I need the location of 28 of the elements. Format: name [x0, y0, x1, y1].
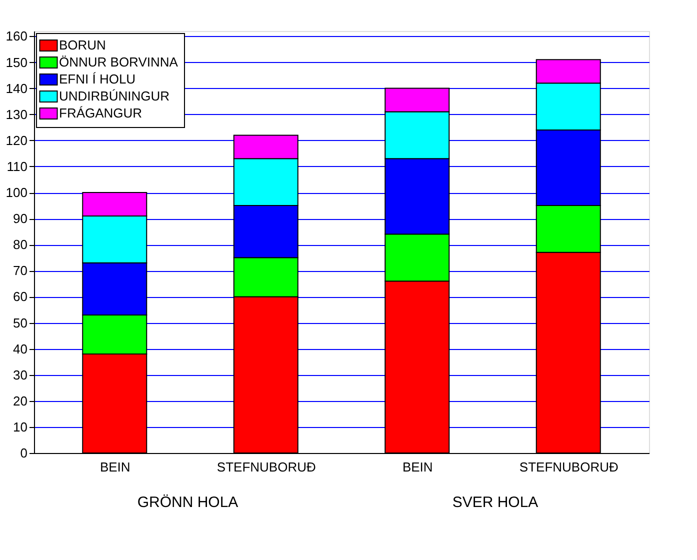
legend-label: FRÁGANGUR [59, 106, 142, 120]
legend-label: ÖNNUR BORVINNA [59, 54, 178, 70]
x-tick-label: STEFNUBORUÐ [519, 460, 618, 474]
y-tick-label: 30 [13, 367, 28, 382]
legend-label: EFNI Í HOLU [59, 72, 136, 86]
legend-label: BORUN [59, 38, 106, 52]
x-tick-label: STEFNUBORUÐ [216, 460, 316, 474]
y-tick-label: 110 [6, 158, 28, 174]
y-tick-label: 20 [13, 393, 28, 408]
y-tick-label: 60 [13, 289, 28, 304]
y-tick-label: 130 [6, 106, 28, 122]
y-tick-label: 120 [6, 132, 28, 148]
y-tick-label: 160 [6, 28, 28, 44]
y-tick-label: 0 [20, 446, 28, 460]
legend-label: UNDIRBÚNINGUR [59, 88, 170, 104]
y-tick-label: 150 [6, 54, 28, 70]
text: SVER HOLA [452, 494, 538, 511]
y-tick-label: 100 [6, 185, 28, 200]
y-tick-label: 50 [13, 315, 28, 330]
y-tick-label: 90 [13, 211, 28, 226]
text: GRÖNN HOLA [137, 494, 238, 511]
x-tick-label: BEIN [100, 460, 130, 474]
y-tick-label: 80 [13, 237, 28, 252]
y-tick-label: 70 [13, 263, 28, 278]
y-tick-label: 40 [13, 341, 28, 356]
y-tick-label: 10 [13, 419, 28, 434]
y-tick-label: 140 [6, 80, 28, 96]
x-tick-label: BEIN [402, 460, 433, 474]
